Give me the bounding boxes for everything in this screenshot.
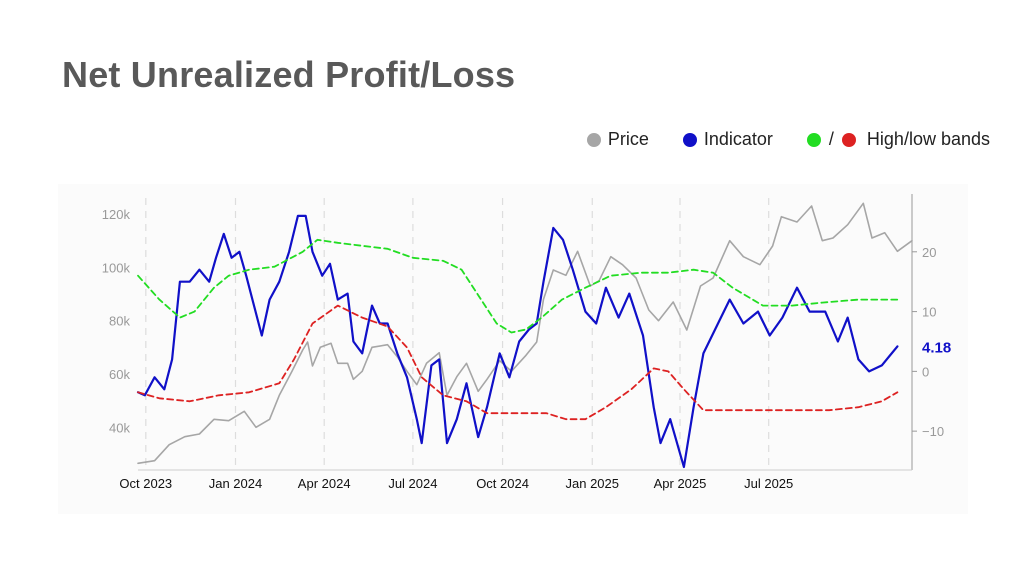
x-tick-label-1: Jan 2024 — [209, 476, 263, 491]
y-left-tick-label-1: 60k — [109, 367, 130, 382]
series-line-high — [137, 238, 899, 334]
y-right-tick-label-3: 20 — [922, 245, 936, 260]
chart-svg: Oct 2023 Jan 2024 Apr 2024 Jul 2024 Oct 2024… — [102, 194, 951, 491]
y-right-tick-label-2: 10 — [922, 305, 936, 320]
legend-item-bands[interactable]: / High/low bands — [806, 129, 990, 150]
x-tick-label-5: Jan 2025 — [566, 476, 620, 491]
legend: Price Indicator / High/low bands — [586, 129, 990, 150]
legend-label-price: Price — [607, 129, 649, 149]
legend-item-price[interactable]: Price — [586, 129, 649, 150]
y-left-tick-label-4: 120k — [102, 207, 131, 222]
low-band-legend-marker — [841, 132, 856, 147]
y-right-tick-label-1: 0 — [922, 364, 929, 379]
x-tick-label-4: Oct 2024 — [476, 476, 529, 491]
y-right-tick-label-0: −10 — [922, 424, 944, 439]
x-tick-label-3: Jul 2024 — [388, 476, 437, 491]
legend-separator: / — [828, 129, 834, 149]
high-band-legend-marker — [806, 132, 821, 147]
x-tick-label-2: Apr 2024 — [298, 476, 351, 491]
indicator-last-value-label: 4.18 — [922, 339, 951, 356]
series-line-price — [137, 202, 913, 465]
chart-title: Net Unrealized Profit/Loss — [62, 54, 516, 95]
indicator-legend-marker — [682, 132, 697, 147]
price-legend-marker — [586, 132, 601, 147]
chart-area: Oct 2023 Jan 2024 Apr 2024 Jul 2024 Oct 2024… — [58, 184, 968, 514]
legend-label-indicator: Indicator — [703, 129, 773, 149]
x-tick-label-6: Apr 2025 — [654, 476, 707, 491]
legend-item-indicator[interactable]: Indicator — [682, 129, 773, 150]
series-line-indicator — [136, 214, 899, 469]
x-tick-label-0: Oct 2023 — [119, 476, 172, 491]
y-left-tick-label-0: 40k — [109, 420, 130, 435]
x-tick-label-7: Jul 2025 — [744, 476, 793, 491]
y-left-tick-label-3: 100k — [102, 260, 131, 275]
y-left-tick-label-2: 80k — [109, 314, 130, 329]
legend-label-bands: High/low bands — [866, 129, 990, 149]
series-line-low — [137, 304, 899, 421]
